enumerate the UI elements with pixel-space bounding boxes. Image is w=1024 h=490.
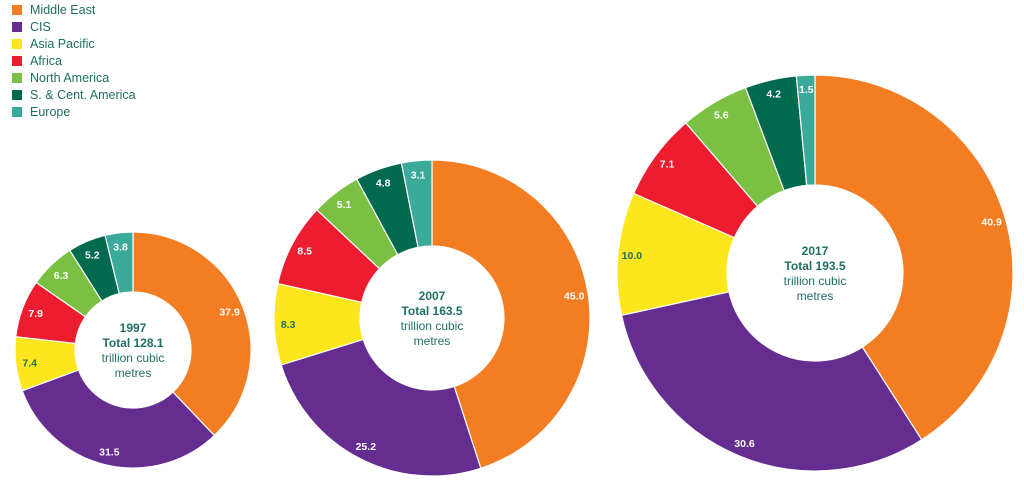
donut-1997-center-unit-line2: metres [115,366,152,380]
donut-2017-center-unit-line1: trillion cubic [784,274,847,288]
donut-2017-center-total: Total 193.5 [784,259,845,273]
donut-2017-slice-europe [795,74,816,187]
legend-item-europe: Europe [12,103,136,120]
donut-1997-value-label-middle-east: 37.9 [219,306,240,318]
donut-1997-slice-cis [21,369,216,469]
legend-swatch [12,106,22,117]
legend-label: Europe [30,104,71,119]
donut-2007-value-label-south-central-america: 4.8 [376,178,391,190]
donut-2007-center-unit-line1: trillion cubic [401,319,464,333]
legend-swatch [12,89,22,100]
donut-2007-value-label-asia-pacific: 8.3 [281,319,296,331]
legend-label: S. & Cent. America [30,87,136,102]
legend-item-asia-pacific: Asia Pacific [12,35,136,52]
legend-item-middle-east: Middle East [12,1,136,18]
legend-item-africa: Africa [12,52,136,69]
donut-2017-value-label-europe: 1.5 [799,84,814,96]
legend-label: Africa [30,53,62,68]
donut-1997-value-label-south-central-america: 5.2 [85,249,100,261]
donut-2007-slice-middle-east [431,159,591,470]
legend-swatch [12,55,22,66]
legend-label: North America [30,70,110,85]
donut-2007-value-label-middle-east: 45.0 [564,290,585,302]
donut-1997-value-label-africa: 7.9 [28,308,43,320]
donut-2007-value-label-cis: 25.2 [356,441,377,453]
donut-1997-center-total: Total 128.1 [102,336,163,350]
donut-2017-value-label-north-america: 5.6 [714,110,729,122]
legend-swatch [12,72,22,83]
donut-2017-slice-cis [620,291,923,472]
donut-1997-slice-europe [104,231,134,295]
donut-1997-slice-middle-east [132,231,252,437]
donut-2007-value-label-africa: 8.5 [297,246,312,258]
donut-2007-value-label-europe: 3.1 [411,170,426,182]
donut-2017-value-label-cis: 30.6 [734,438,755,450]
donut-2007-slice-europe [400,159,433,249]
donut-1997-value-label-asia-pacific: 7.4 [22,357,37,369]
legend-swatch [12,38,22,49]
donut-2007-center-total: Total 163.5 [401,304,462,318]
legend-label: Middle East [30,2,96,17]
donut-2017-slice-middle-east [814,74,1014,441]
donut-2017-center-year: 2017 [802,244,829,258]
donut-1997-value-label-cis: 31.5 [99,446,120,458]
donut-2017-center-unit-line2: metres [797,289,834,303]
legend-swatch [12,4,22,15]
donut-2017-value-label-south-central-america: 4.2 [766,89,781,101]
donut-2007-center-unit-line2: metres [414,334,451,348]
donut-1997-value-label-europe: 3.8 [113,242,128,254]
legend-label: CIS [30,19,51,34]
donut-1997-center-unit-line1: trillion cubic [102,351,165,365]
donut-2017-value-label-asia-pacific: 10.0 [622,250,643,262]
legend-item-cis: CIS [12,18,136,35]
legend-swatch [12,21,22,32]
legend-item-south-central-america: S. & Cent. America [12,86,136,103]
donut-2007-center-year: 2007 [419,289,446,303]
donut-2007-value-label-north-america: 5.1 [337,199,352,211]
donut-2017-value-label-africa: 7.1 [660,159,675,171]
donut-2007-slice-cis [280,338,482,477]
legend-label: Asia Pacific [30,36,95,51]
donut-1997-value-label-north-america: 6.3 [54,270,69,282]
donut-1997-center-year: 1997 [120,321,147,335]
donut-2017-value-label-middle-east: 40.9 [981,216,1002,228]
chart-legend: Middle East CIS Asia Pacific Africa Nort… [12,1,136,120]
legend-item-north-america: North America [12,69,136,86]
